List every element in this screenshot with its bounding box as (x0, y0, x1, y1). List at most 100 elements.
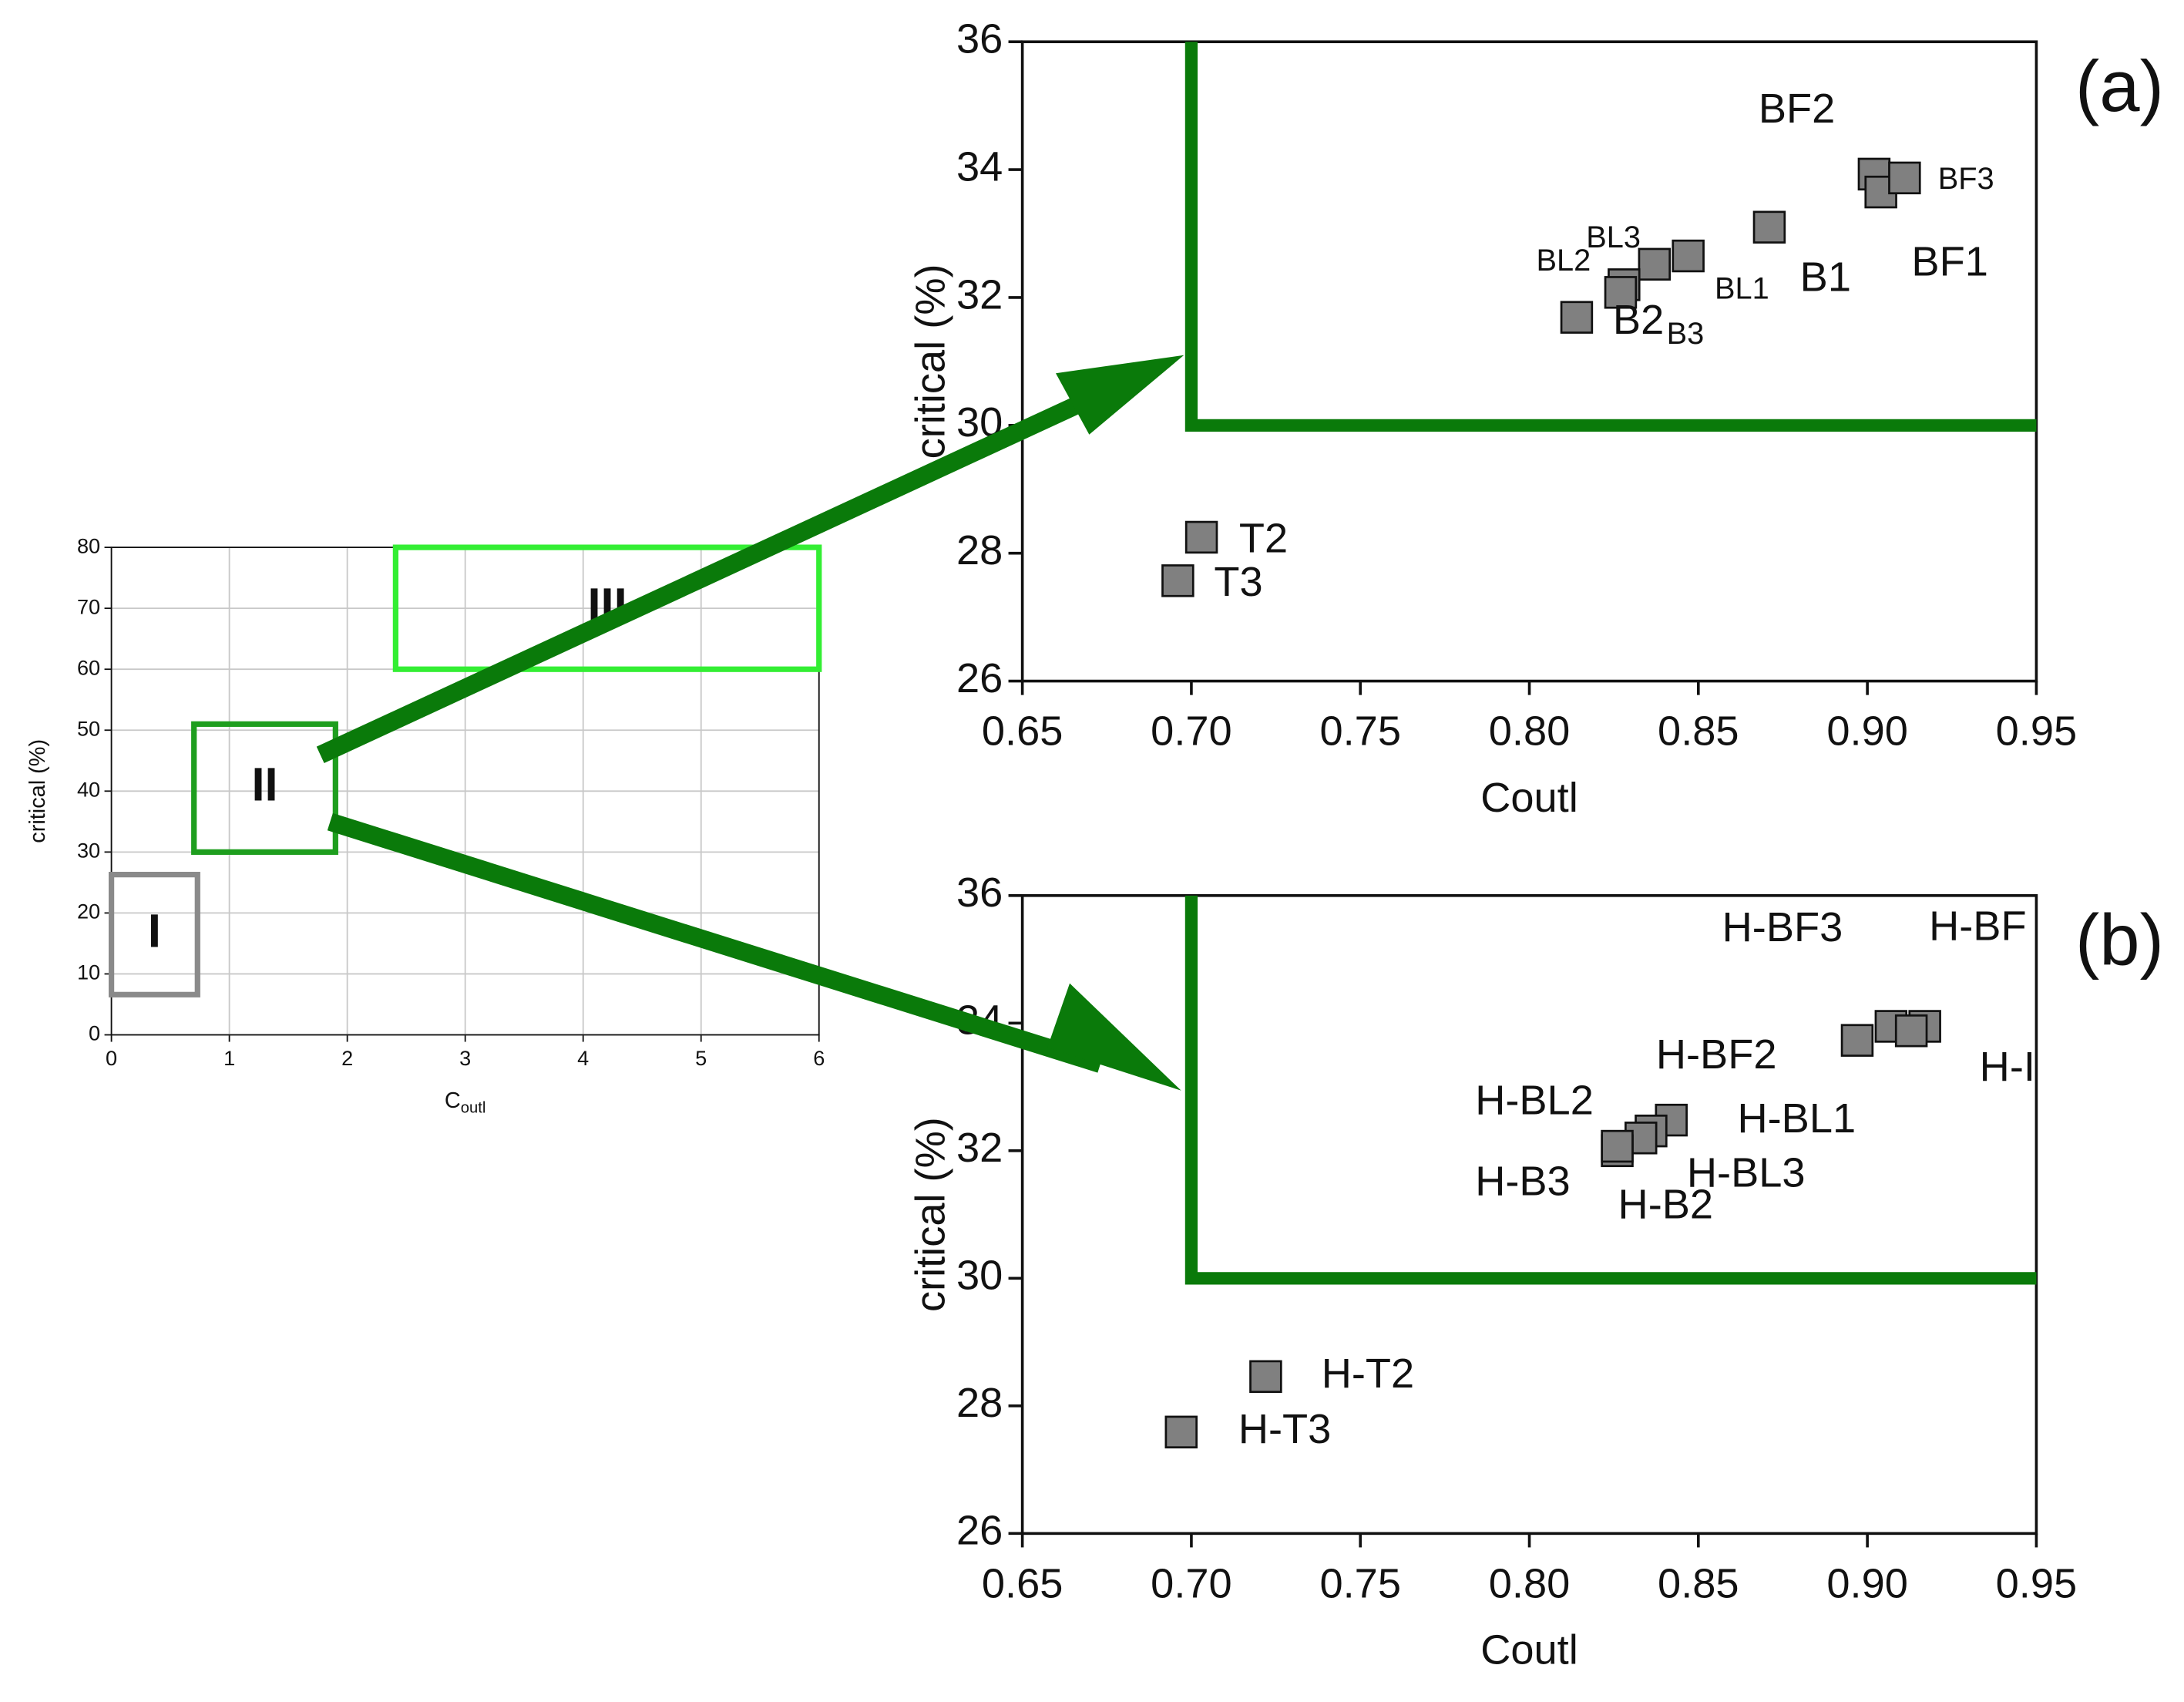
y-tick-label: 70 (77, 594, 100, 618)
threshold-line (1184, 42, 2037, 432)
x-tick-label: 0.65 (982, 1560, 1063, 1606)
x-tick-label: 0.90 (1826, 708, 1908, 755)
point-label: H-T2 (1322, 1350, 1414, 1397)
point-label: BF2 (1759, 86, 1835, 132)
point-label: B2 (1613, 297, 1664, 343)
point (1184, 520, 1218, 554)
point (1601, 1129, 1634, 1163)
x-tick-label: 0 (106, 1046, 117, 1070)
x-axis-title: Coutl (1480, 1627, 1578, 1673)
point (1604, 276, 1638, 309)
x-tick-label: 4 (577, 1046, 589, 1070)
arrowhead (1047, 983, 1181, 1091)
point-label: H-BF3 (1722, 904, 1843, 950)
point-label: BF3 (1938, 162, 1994, 196)
point-label: B3 (1667, 317, 1705, 351)
x-axis-title-main: Coutl (1480, 775, 1578, 821)
plot-frame (1020, 40, 2038, 683)
x-tick-label: 0.70 (1151, 1560, 1232, 1606)
arrow-line (316, 385, 1104, 763)
x-tick-label: 6 (813, 1046, 825, 1070)
point (1888, 161, 1921, 195)
x-tick-label: 0.85 (1658, 1560, 1739, 1606)
arrows (316, 355, 1184, 1091)
point-label: H-BF2 (1656, 1031, 1777, 1078)
region (392, 544, 822, 672)
x-tick-label: 2 (341, 1046, 353, 1070)
region-label: I (148, 905, 161, 958)
point-label: H-BF (1929, 903, 2026, 949)
point (1164, 1415, 1198, 1449)
x-tick-label: 0.65 (982, 708, 1063, 755)
y-axis-title: critical (%) (25, 739, 50, 843)
point-label: B1 (1800, 254, 1851, 301)
x-tick-label: 0.80 (1489, 708, 1571, 755)
x-tick-label: 0.75 (1319, 1560, 1401, 1606)
point-label: H-I (1980, 1044, 2035, 1090)
y-tick-label: 36 (956, 16, 1003, 62)
point (1638, 247, 1672, 281)
threshold-line (1184, 895, 2037, 1285)
point (1894, 1014, 1928, 1048)
x-tick-label: 1 (223, 1046, 235, 1070)
y-axis-title: critical (%) (907, 1117, 953, 1312)
y-tick-label: 26 (956, 1508, 1003, 1554)
point-label: BL1 (1715, 272, 1769, 306)
x-tick-label: 0.85 (1658, 708, 1739, 755)
x-axis-title: Coutl (445, 1088, 486, 1117)
y-tick-label: 36 (956, 870, 1003, 916)
point-label: H-T3 (1238, 1406, 1331, 1452)
point-label: H-BL1 (1737, 1095, 1856, 1142)
y-tick-label: 50 (77, 716, 100, 740)
y-tick-label: 30 (956, 1253, 1003, 1299)
y-tick-label: 0 (89, 1021, 100, 1045)
y-tick-label: 32 (956, 1125, 1003, 1171)
x-axis-title-main: C (445, 1088, 461, 1113)
x-tick-label: 0.75 (1319, 708, 1401, 755)
x-axis-title-sub: outl (461, 1100, 486, 1117)
point-label: T3 (1214, 559, 1262, 605)
x-tick-label: 0.90 (1826, 1560, 1908, 1606)
y-tick-label: 32 (956, 271, 1003, 318)
x-tick-label: 0.70 (1151, 708, 1232, 755)
y-tick-label: 28 (956, 1380, 1003, 1426)
point-label: H-BL2 (1475, 1077, 1594, 1123)
panel-label: (b) (2075, 900, 2164, 980)
point (1840, 1024, 1874, 1057)
x-tick-label: 3 (459, 1046, 471, 1070)
y-tick-label: 20 (77, 900, 100, 923)
point-label: H-B2 (1618, 1182, 1714, 1228)
point-label: BF1 (1911, 238, 1987, 284)
point (1161, 564, 1194, 597)
point (1249, 1360, 1282, 1394)
point-label: BL2 (1536, 244, 1591, 278)
x-tick-label: 0.95 (1996, 1560, 2078, 1606)
point (1672, 239, 1705, 273)
point-label: BL3 (1586, 220, 1641, 254)
point-label: H-BL3 (1687, 1149, 1806, 1196)
point (1560, 301, 1594, 334)
region-label: II (251, 758, 277, 812)
point-label: H-B3 (1475, 1159, 1571, 1205)
panel-label: (a) (2075, 45, 2164, 126)
y-axis-title: critical (%) (907, 264, 953, 459)
point (1752, 210, 1786, 244)
y-tick-label: 28 (956, 527, 1003, 574)
plot-frame (1020, 894, 2038, 1536)
y-tick-label: 34 (956, 143, 1003, 190)
y-tick-label: 80 (77, 533, 100, 557)
y-tick-label: 10 (77, 960, 100, 984)
x-axis-title-main: Coutl (1480, 1627, 1578, 1673)
arrow-line (327, 812, 1104, 1073)
arrowhead (1056, 355, 1184, 435)
point-label: T2 (1239, 516, 1288, 562)
y-tick-label: 40 (77, 777, 100, 801)
y-tick-label: 60 (77, 655, 100, 679)
region (191, 721, 338, 855)
y-tick-label: 30 (77, 839, 100, 863)
region (108, 871, 200, 997)
x-tick-label: 0.80 (1489, 1560, 1571, 1606)
x-tick-label: 5 (695, 1046, 707, 1070)
x-axis-title: Coutl (1480, 775, 1578, 821)
